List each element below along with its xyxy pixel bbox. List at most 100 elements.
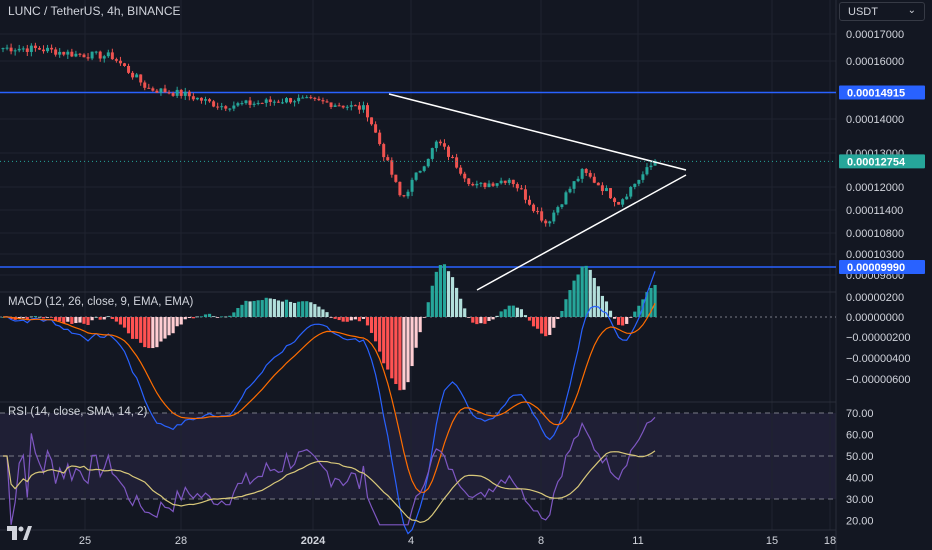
candle (519, 184, 523, 190)
candle (321, 97, 325, 105)
currency-selector[interactable]: USDT ⌄ (839, 2, 925, 21)
macd-histogram (1, 264, 657, 391)
macd-bar (102, 317, 106, 320)
candle (240, 100, 244, 106)
rsi-tick-label: 50.00 (846, 451, 874, 463)
candle (523, 185, 527, 204)
macd-bar (463, 308, 467, 317)
macd-bar (301, 301, 305, 317)
time-tick-label: 28 (175, 535, 187, 547)
candle (536, 207, 540, 215)
time-tick-label: 4 (408, 535, 414, 547)
candle (434, 140, 438, 152)
macd-bar (625, 317, 629, 324)
candle (609, 187, 612, 200)
macd-bar (434, 271, 438, 317)
macd-bar (487, 317, 491, 321)
macd-bar (503, 309, 507, 317)
support-price-tag: 0.00009990 (839, 260, 925, 275)
macd-bar (556, 317, 560, 320)
macd-title[interactable]: MACD (12, 26, close, 9, EMA, EMA) (8, 296, 194, 308)
macd-bar (600, 295, 604, 317)
macd-bar (596, 286, 600, 317)
candle (42, 45, 45, 54)
candle (5, 44, 9, 51)
candle (459, 164, 463, 176)
macd-bar (9, 317, 13, 320)
macd-bar (317, 306, 321, 317)
macd-bar (564, 299, 568, 317)
macd-bar (329, 317, 333, 318)
time-axis[interactable]: 25 28 2024 4 8 11 15 18 (79, 535, 836, 547)
macd-bar (612, 317, 617, 319)
macd-bar (195, 316, 199, 318)
macd-bar (544, 317, 548, 337)
macd-bar (276, 300, 280, 317)
macd-bar (604, 301, 609, 317)
candle (560, 203, 564, 210)
candle (596, 182, 600, 186)
macd-bar (390, 317, 394, 379)
macd-bar (284, 299, 289, 317)
candle (143, 80, 147, 91)
macd-bar (248, 301, 252, 317)
macd-bar (110, 317, 114, 319)
triangle-trendlines[interactable] (388, 93, 687, 291)
candle (110, 48, 114, 60)
rsi-title[interactable]: RSI (14, close, SMA, 14, 2) (8, 406, 148, 418)
macd-bar (272, 299, 276, 317)
macd-bar (511, 305, 515, 317)
candle (580, 167, 584, 183)
candle (256, 100, 260, 106)
macd-bar (297, 301, 301, 317)
macd-bar (106, 316, 110, 318)
candle (418, 170, 422, 174)
candle (155, 88, 159, 93)
macd-bar (216, 317, 220, 318)
macd-tick-label: 0.00000000 (846, 312, 904, 324)
macd-bar (78, 317, 82, 323)
macd-bar (361, 317, 366, 319)
rsi-axis[interactable]: 70.00 60.00 50.00 40.00 30.00 20.00 (846, 408, 874, 528)
macd-bar (21, 317, 25, 319)
macd-bar (402, 317, 406, 390)
macd-bar (187, 317, 191, 319)
price-tags: 0.00014915 0.00012754 0.00009990 (839, 85, 925, 275)
macd-bar (560, 311, 564, 317)
macd-bar (191, 317, 195, 319)
macd-bar (479, 317, 483, 324)
macd-axis[interactable]: 0.00000200 0.00000000 −0.00000200 −0.000004… (846, 292, 911, 386)
macd-bar (515, 307, 519, 317)
macd-bar (406, 317, 410, 383)
candle (637, 179, 641, 187)
macd-bar (386, 317, 390, 370)
candle (175, 86, 179, 98)
horizontal-levels[interactable] (0, 91, 836, 268)
macd-bar (17, 317, 21, 320)
candle (37, 46, 41, 50)
candle (90, 51, 94, 61)
macd-bar (118, 317, 123, 325)
macd-bar (369, 317, 374, 333)
price-tick-label: 0.00012000 (846, 182, 904, 194)
candle (621, 198, 625, 208)
macd-bar (62, 317, 66, 324)
candle (353, 104, 357, 107)
upper-trendline (388, 93, 687, 171)
macd-bar (430, 285, 434, 317)
candle (584, 167, 588, 176)
candle (329, 102, 333, 110)
candle (426, 158, 430, 168)
macd-bar (54, 317, 58, 322)
macd-bar (467, 317, 471, 318)
candle (511, 179, 515, 188)
macd-bar (228, 315, 232, 317)
macd-bar (82, 317, 86, 324)
candle (21, 46, 25, 52)
candle (195, 97, 199, 101)
candle (66, 49, 70, 59)
macd-bar (378, 317, 382, 352)
candle (123, 62, 126, 67)
macd-lines (2, 271, 656, 535)
